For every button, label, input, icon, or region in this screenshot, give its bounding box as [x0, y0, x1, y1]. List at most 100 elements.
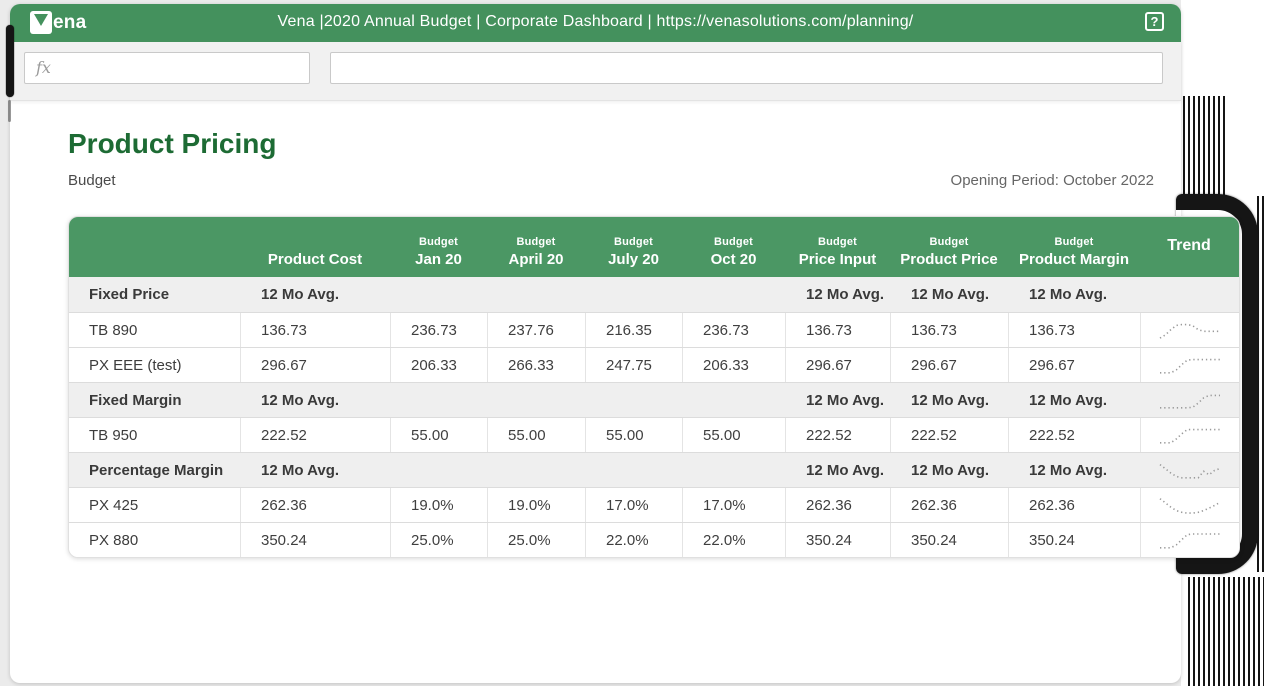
- cell[interactable]: 25.0%: [488, 523, 586, 557]
- cell: [586, 383, 683, 417]
- hatch-pattern-top-right: [1183, 96, 1225, 206]
- column-header-trend: Trend: [1140, 217, 1238, 277]
- cell[interactable]: 136.73: [891, 313, 1009, 347]
- table-row-fixed-margin: Fixed Margin 12 Mo Avg. 12 Mo Avg. 12 Mo Av…: [69, 382, 1239, 417]
- sketch-stroke-left: [6, 25, 14, 97]
- topbar-title: Vena |2020 Annual Budget | Corporate Das…: [277, 13, 914, 30]
- cell[interactable]: 19.0%: [488, 488, 586, 522]
- cell[interactable]: 296.67: [241, 348, 391, 382]
- cell: [586, 453, 683, 487]
- row-label[interactable]: TB 890: [69, 313, 241, 347]
- pricing-table: Product Cost Budget Jan 20 Budget April 20 Bu…: [68, 216, 1240, 558]
- cell[interactable]: 266.33: [488, 348, 586, 382]
- cell: [683, 277, 786, 312]
- column-header-label: Product Price: [900, 251, 998, 268]
- cell[interactable]: 22.0%: [683, 523, 786, 557]
- cell[interactable]: 237.76: [488, 313, 586, 347]
- cell[interactable]: 22.0%: [586, 523, 683, 557]
- cell[interactable]: 17.0%: [586, 488, 683, 522]
- trend-sparkline: [1160, 428, 1220, 444]
- cell[interactable]: 262.36: [891, 488, 1009, 522]
- cell[interactable]: 136.73: [1009, 313, 1141, 347]
- cell: 12 Mo Avg.: [1029, 391, 1108, 409]
- cell[interactable]: 216.35: [586, 313, 683, 347]
- cell: 12 Mo Avg.: [261, 286, 340, 303]
- page-title: Product Pricing: [68, 128, 277, 159]
- trend-cell: [1141, 418, 1239, 452]
- cell[interactable]: 222.52: [891, 418, 1009, 452]
- vena-logo-text: ena: [53, 11, 87, 33]
- trend-cell: [1141, 348, 1239, 382]
- row-label[interactable]: PX EEE (test): [69, 348, 241, 382]
- cell[interactable]: 206.33: [391, 348, 488, 382]
- cell[interactable]: 136.73: [786, 313, 891, 347]
- cell[interactable]: 55.00: [488, 418, 586, 452]
- column-header-label: Price Input: [798, 251, 877, 268]
- cell: 12 Mo Avg.: [911, 391, 990, 409]
- table-row-tb-950: TB 950 222.52 55.00 55.00 55.00 55.00 222.52 22…: [69, 417, 1239, 452]
- cell[interactable]: 222.52: [1009, 418, 1141, 452]
- cell[interactable]: 262.36: [786, 488, 891, 522]
- trend-sparkline: [1159, 463, 1221, 479]
- cell[interactable]: 350.24: [1009, 523, 1141, 557]
- cell[interactable]: 236.73: [683, 313, 786, 347]
- column-header-july-20: Budget July 20: [585, 217, 682, 277]
- column-header-group: Budget: [713, 236, 754, 248]
- cell[interactable]: 296.67: [1009, 348, 1141, 382]
- cell: [683, 453, 786, 487]
- cell[interactable]: 247.75: [586, 348, 683, 382]
- cell[interactable]: 350.24: [891, 523, 1009, 557]
- column-header-label: April 20: [508, 251, 564, 268]
- column-header-label: Trend: [1167, 236, 1211, 254]
- table-row-px-eee-test: PX EEE (test) 296.67 206.33 266.33 247.75 206…: [69, 347, 1239, 382]
- cell[interactable]: 296.67: [891, 348, 1009, 382]
- formula-bar: fx: [10, 42, 1181, 101]
- row-label[interactable]: PX 425: [69, 488, 241, 522]
- help-button[interactable]: ?: [1145, 12, 1164, 31]
- cell[interactable]: 222.52: [241, 418, 391, 452]
- trend-sparkline: [1159, 323, 1220, 339]
- cell[interactable]: 350.24: [786, 523, 891, 557]
- column-header-group: Budget: [613, 236, 654, 248]
- cell[interactable]: 55.00: [683, 418, 786, 452]
- cell[interactable]: 25.0%: [391, 523, 488, 557]
- name-box-input[interactable]: [24, 52, 310, 84]
- cell: 12 Mo Avg.: [806, 391, 885, 409]
- cell[interactable]: 262.36: [1009, 488, 1141, 522]
- cell: 12 Mo Avg.: [261, 391, 340, 409]
- table-row-px-425: PX 425 262.36 19.0% 19.0% 17.0% 17.0% 262.36 26…: [69, 487, 1239, 522]
- table-row-tb-890: TB 890 136.73 236.73 237.76 216.35 236.73 136.…: [69, 312, 1239, 347]
- cell[interactable]: 136.73: [241, 313, 391, 347]
- trend-cell: [1141, 488, 1239, 522]
- cell: 12 Mo Avg.: [911, 286, 990, 303]
- cell: [683, 383, 786, 417]
- cell[interactable]: 206.33: [683, 348, 786, 382]
- column-header-label: July 20: [608, 251, 659, 268]
- cell: 12 Mo Avg.: [1029, 461, 1108, 479]
- cell[interactable]: 236.73: [391, 313, 488, 347]
- cell[interactable]: 222.52: [786, 418, 891, 452]
- cell[interactable]: 17.0%: [683, 488, 786, 522]
- cell[interactable]: 55.00: [586, 418, 683, 452]
- table-header: Product Cost Budget Jan 20 Budget April 20 Bu…: [69, 217, 1239, 277]
- row-label: Percentage Margin: [89, 461, 224, 479]
- trend-sparkline: [1160, 358, 1220, 374]
- row-label[interactable]: TB 950: [69, 418, 241, 452]
- cell[interactable]: 296.67: [786, 348, 891, 382]
- cell[interactable]: 262.36: [241, 488, 391, 522]
- cell[interactable]: 350.24: [241, 523, 391, 557]
- row-label[interactable]: PX 880: [69, 523, 241, 557]
- column-header-group: Budget: [929, 236, 969, 248]
- cell[interactable]: 55.00: [391, 418, 488, 452]
- formula-input[interactable]: [330, 52, 1163, 84]
- column-header-group: Budget: [817, 236, 858, 248]
- vena-logo: ena: [30, 11, 86, 34]
- trend-cell: [1141, 453, 1239, 487]
- cell: 12 Mo Avg.: [261, 461, 340, 479]
- vena-logo-mark-icon: [30, 11, 52, 34]
- cell[interactable]: 19.0%: [391, 488, 488, 522]
- cell: [586, 277, 683, 312]
- cell: [488, 453, 586, 487]
- column-header-group: Budget: [516, 236, 556, 248]
